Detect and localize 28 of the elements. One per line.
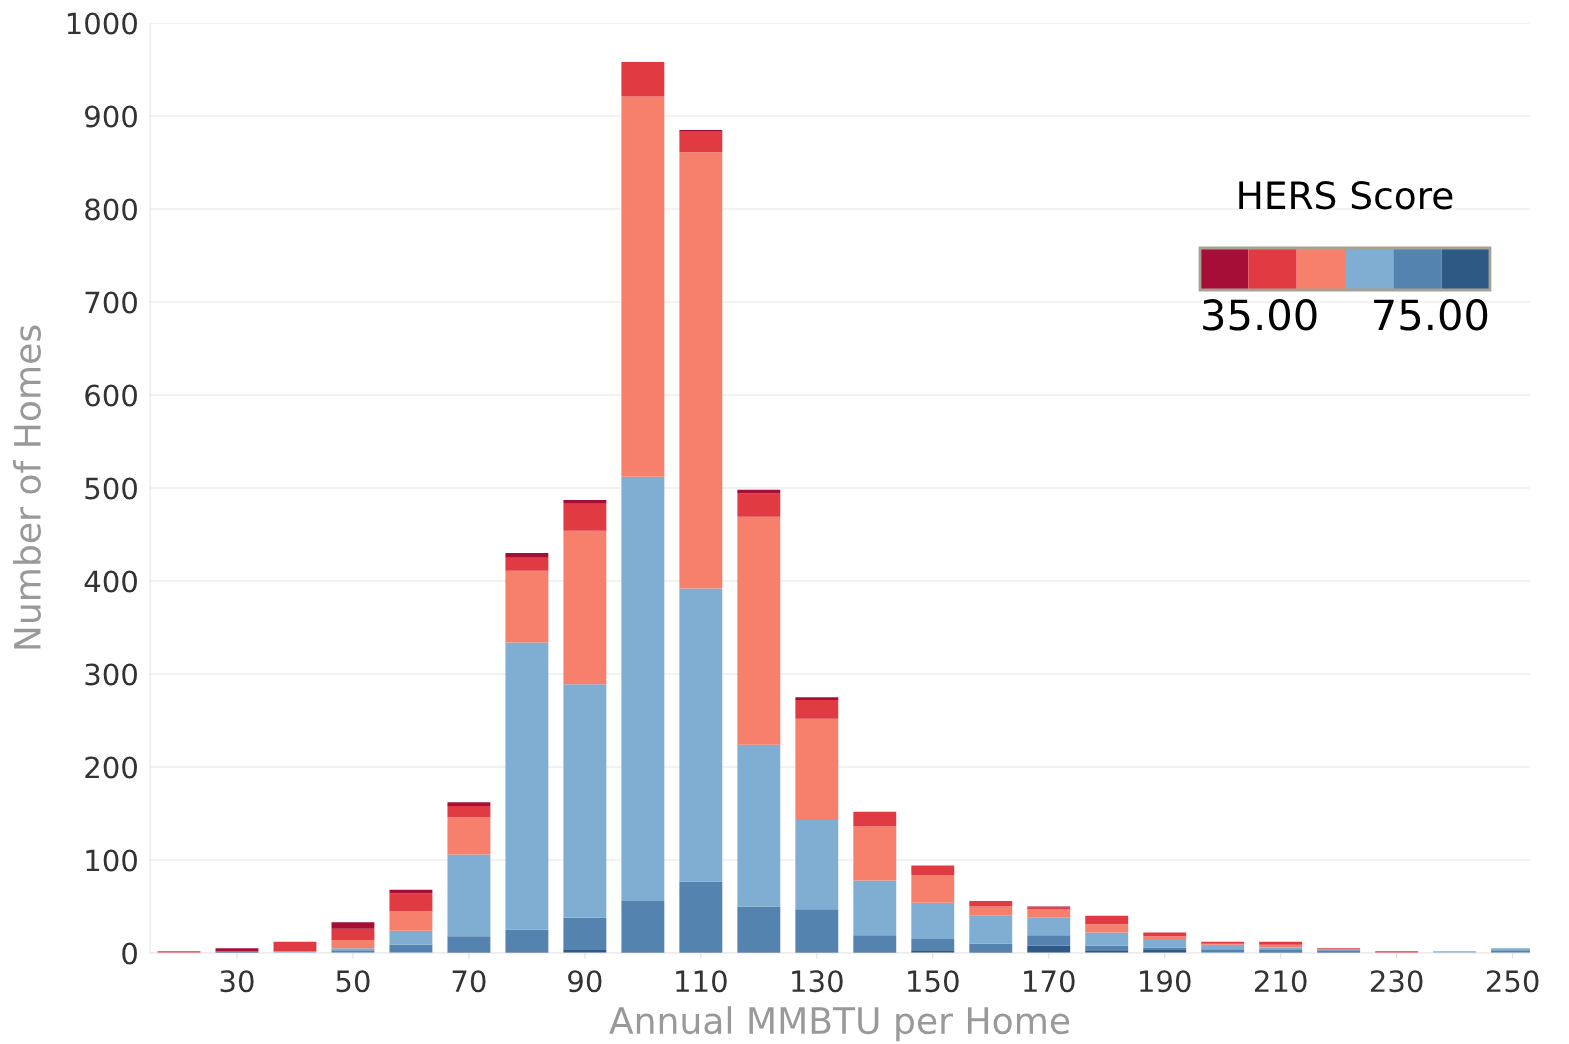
y-tick-label: 700 — [85, 291, 137, 314]
x-tick-label: 150 — [908, 970, 959, 993]
y-tick-label: 400 — [84, 570, 137, 593]
x-tick-label: 30 — [220, 970, 254, 993]
y-tick-label: 1000 — [67, 12, 137, 35]
y-tick-label: 800 — [85, 198, 137, 221]
x-tick-label: 170 — [1024, 970, 1075, 993]
x-tick-label: 230 — [1370, 970, 1423, 993]
y-tick-label: 0 — [122, 942, 137, 965]
x-tick-label: 110 — [676, 970, 727, 993]
y-tick-label: 300 — [85, 663, 137, 686]
y-tick-label: 200 — [85, 756, 137, 779]
x-axis-title: Annual MMBTU per Home — [609, 1006, 1070, 1042]
y-tick-label: 500 — [85, 477, 137, 500]
y-tick-label: 900 — [85, 105, 137, 128]
x-tick-label: 190 — [1140, 970, 1191, 993]
x-tick-label: 210 — [1254, 970, 1307, 993]
y-axis-title: Number of Homes — [13, 325, 41, 649]
legend-title: HERS Score — [1239, 181, 1453, 210]
x-tick-label: 70 — [452, 970, 486, 993]
x-tick-label: 50 — [336, 970, 370, 993]
annotation: 75.00 — [1374, 299, 1488, 331]
y-tick-label: 600 — [85, 384, 137, 407]
annotation: 35.00 — [1203, 299, 1317, 331]
x-tick-label: 90 — [568, 970, 602, 993]
x-tick-label: 130 — [792, 970, 843, 993]
x-tick-label: 250 — [1486, 970, 1539, 993]
y-tick-label: 100 — [86, 849, 137, 872]
